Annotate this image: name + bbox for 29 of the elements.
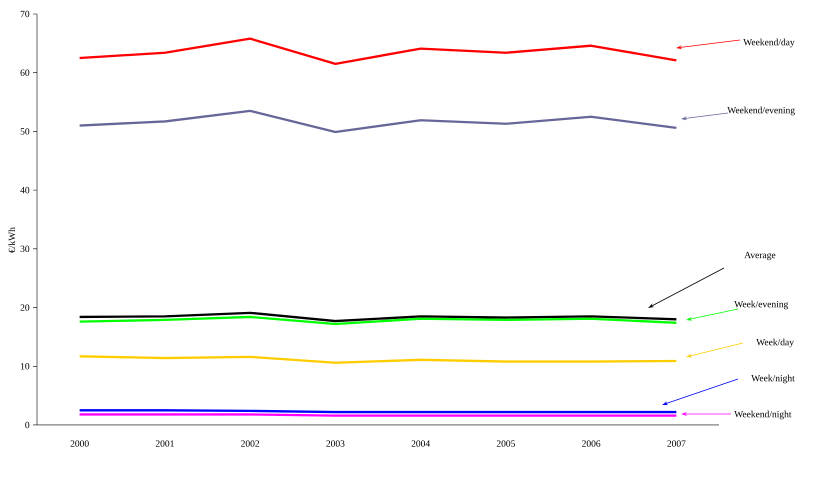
text: Week/night: [751, 374, 795, 384]
line-series: [78, 312, 678, 322]
text: Week/evening: [734, 300, 788, 310]
x-tick-label: 2004: [412, 440, 430, 447]
line-series: [78, 355, 678, 364]
line-series: [78, 110, 678, 134]
y-axis-title: €/kWh: [8, 227, 16, 253]
y-tick-label: 70: [20, 10, 30, 18]
legend-label: Weekend/evening: [727, 106, 795, 116]
y-tick-label: 50: [20, 128, 30, 135]
y-tick-label: 10: [20, 363, 30, 370]
x-tick-label: 2000: [70, 440, 89, 447]
text: Week/day: [756, 338, 794, 348]
x-tick-label: 2005: [496, 440, 516, 447]
line-series: [78, 38, 678, 66]
x-tick-label: 2001: [156, 440, 174, 447]
y-tick-label: 20: [20, 304, 30, 311]
line-series: [78, 316, 678, 326]
y-tick-label: 30: [20, 246, 30, 252]
legend-label: Weekend/night: [734, 410, 792, 420]
y-tick-label: 60: [20, 69, 30, 76]
x-tick-label: 2006: [582, 440, 600, 447]
x-tick-label: 2002: [241, 440, 260, 447]
text: Weekend/day: [743, 38, 795, 48]
x-tick-label: 2007: [667, 440, 686, 447]
text: Average: [744, 252, 776, 260]
x-tick-label: 2003: [326, 440, 345, 447]
y-tick-label: 0: [25, 422, 30, 428]
y-tick-label: 40: [20, 186, 30, 194]
